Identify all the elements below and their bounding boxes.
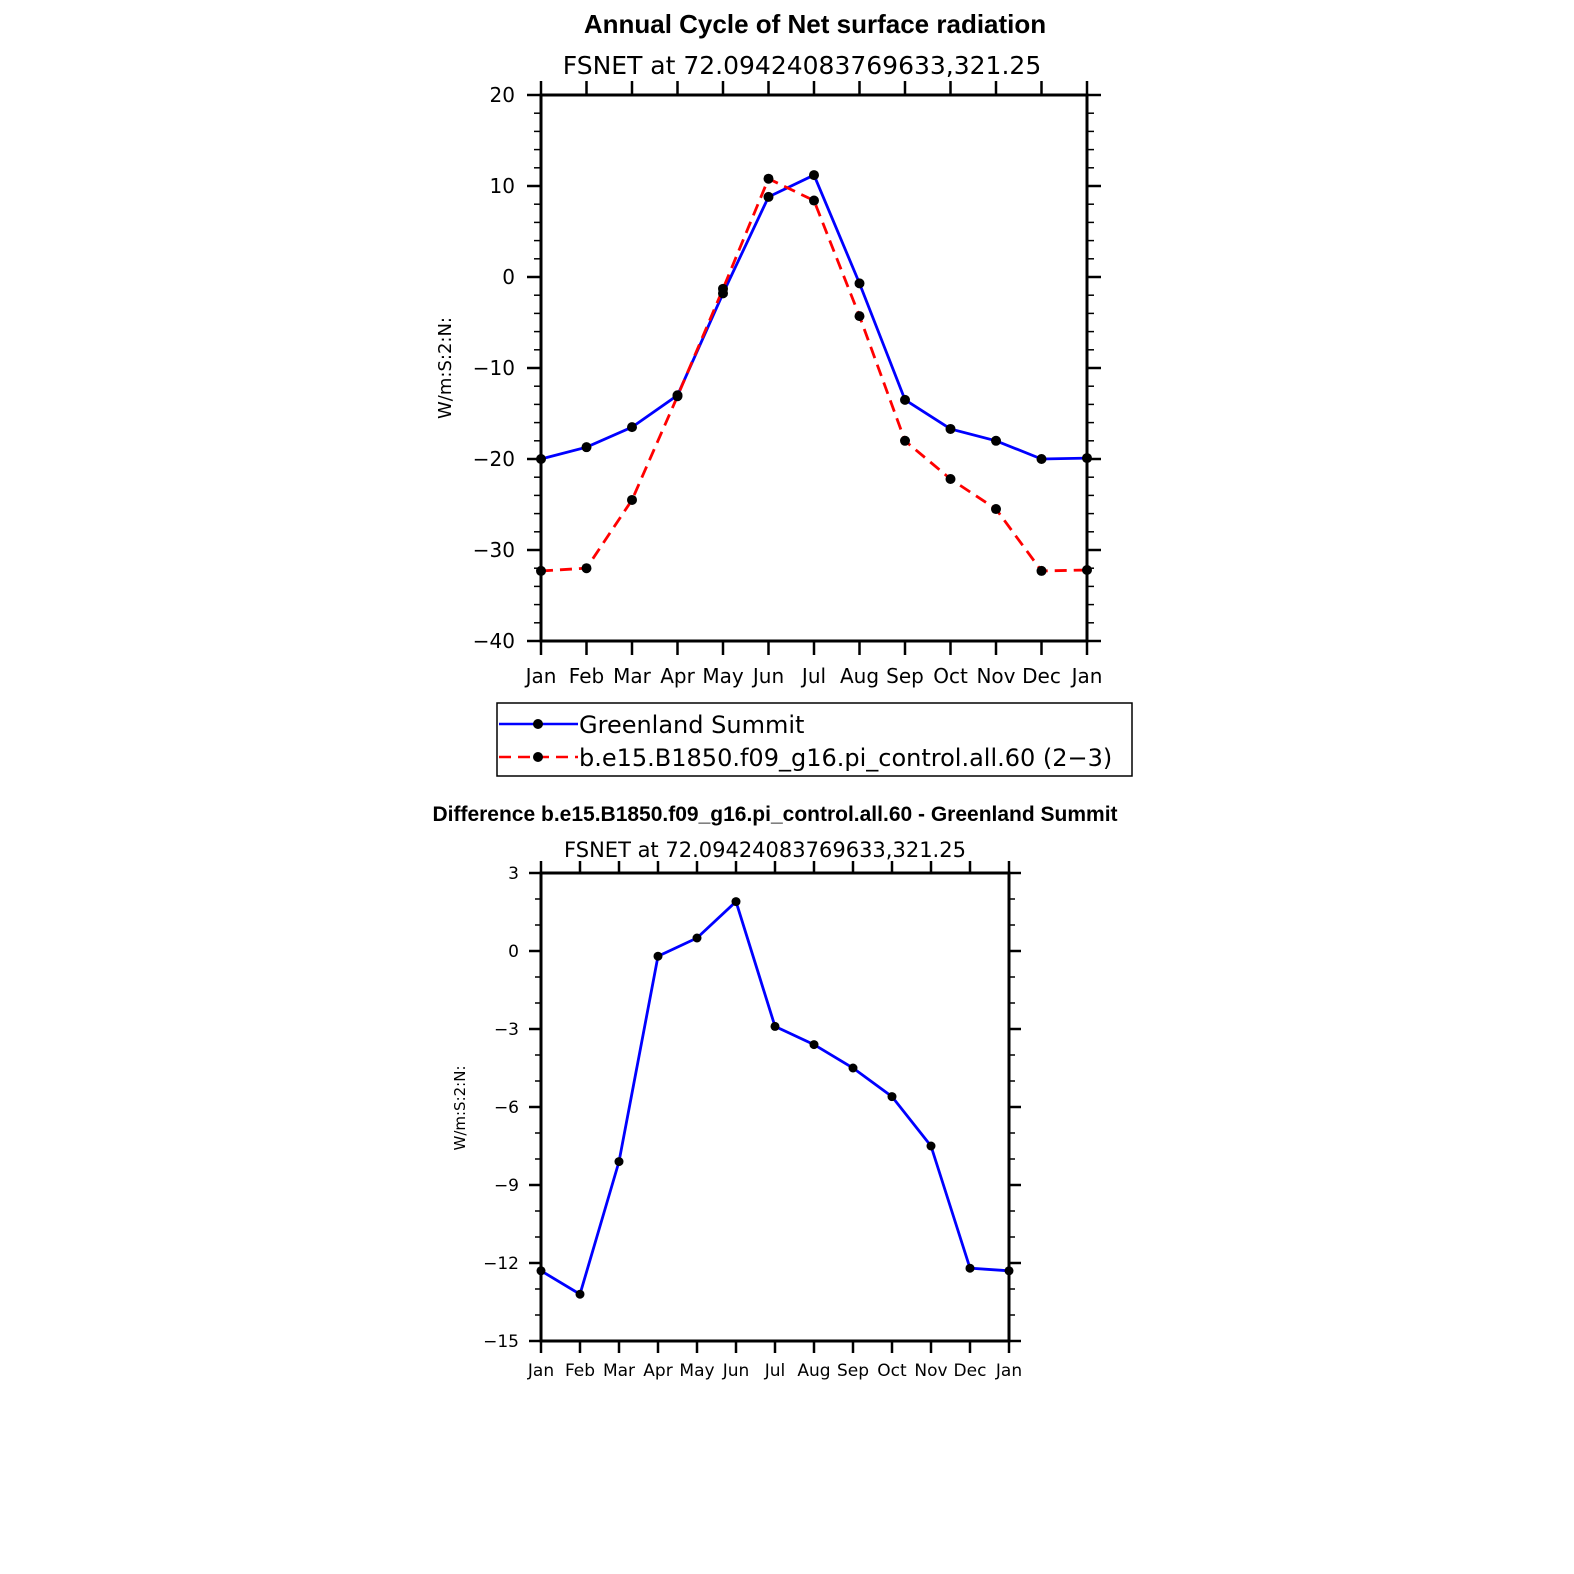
y-axis-label: W/m:S:2:N: xyxy=(435,317,456,419)
x-tick-label: Jan xyxy=(524,664,557,688)
series-line-primary xyxy=(540,899,1010,1297)
x-tick-label: Sep xyxy=(886,664,924,688)
x-tick-label: Dec xyxy=(954,1361,987,1381)
x-tick-label: Mar xyxy=(613,664,652,688)
data-point xyxy=(809,1040,819,1050)
y-tick-label: 0 xyxy=(502,265,515,289)
x-tick-label: Jan xyxy=(527,1361,554,1381)
x-tick-label: Jan xyxy=(995,1361,1022,1381)
chart-title: Annual Cycle of Net surface radiation xyxy=(584,9,1046,39)
data-point xyxy=(1036,454,1047,464)
data-point xyxy=(854,311,865,322)
data-point xyxy=(1036,565,1047,576)
data-point xyxy=(887,1092,897,1102)
x-tick-label: Jun xyxy=(722,1361,750,1381)
x-tick-label: Mar xyxy=(603,1361,635,1381)
x-tick-label: Jul xyxy=(764,1361,786,1381)
legend-box xyxy=(496,702,1133,777)
y-tick-label: −15 xyxy=(483,1332,519,1352)
difference-panel: Difference b.e15.B1850.f09_g16.pi_contro… xyxy=(432,803,1117,1381)
x-tick-label: May xyxy=(702,664,744,688)
data-point xyxy=(809,170,819,181)
x-tick-label: Aug xyxy=(840,664,879,688)
y-tick-label: −20 xyxy=(473,447,515,471)
data-point xyxy=(581,442,592,453)
data-point xyxy=(926,1141,936,1151)
x-tick-label: Oct xyxy=(933,664,968,688)
y-tick-label: −40 xyxy=(473,629,515,653)
difference-title: Difference b.e15.B1850.f09_g16.pi_contro… xyxy=(432,803,1117,826)
data-point xyxy=(945,423,956,434)
data-point xyxy=(900,435,910,446)
data-point xyxy=(770,1021,780,1031)
x-tick-label: Feb xyxy=(565,1361,595,1381)
data-point xyxy=(653,951,663,961)
x-tick-label: Feb xyxy=(569,664,604,688)
legend-marker-greenland-summit xyxy=(533,719,543,729)
data-point xyxy=(575,1289,585,1299)
data-point xyxy=(614,1157,624,1167)
x-tick-label: May xyxy=(679,1361,714,1381)
x-tick-label: Dec xyxy=(1022,664,1061,688)
data-point xyxy=(965,1263,975,1273)
data-point xyxy=(731,897,741,907)
data-point xyxy=(718,283,728,294)
legend-label-model-run: b.e15.B1850.f09_g16.pi_control.all.60 (2… xyxy=(579,744,1112,772)
series-line-secondary xyxy=(540,176,1088,573)
data-point xyxy=(900,394,910,405)
data-point xyxy=(627,422,637,433)
data-point xyxy=(848,1063,858,1073)
data-point xyxy=(945,474,956,485)
x-tick-label: Nov xyxy=(914,1361,947,1381)
data-point xyxy=(581,563,592,574)
y-tick-label: −10 xyxy=(473,356,515,380)
y-tick-label: −9 xyxy=(494,1176,519,1196)
chart-subtitle: FSNET at 72.09424083769633,321.25 xyxy=(563,51,1041,80)
y-tick-label: 3 xyxy=(508,864,519,884)
x-tick-label: Jul xyxy=(800,664,826,688)
data-point xyxy=(692,933,702,943)
data-point xyxy=(627,494,637,505)
series-line-primary xyxy=(540,173,1088,461)
x-tick-label: Sep xyxy=(837,1361,869,1381)
x-tick-label: Jan xyxy=(1070,664,1103,688)
data-point xyxy=(854,278,865,289)
x-tick-label: Apr xyxy=(643,1361,672,1381)
y-tick-label: 20 xyxy=(490,83,515,107)
annual-cycle-panel: Annual Cycle of Net surface radiation FS… xyxy=(435,9,1102,688)
data-point xyxy=(809,195,819,206)
y-tick-label: 0 xyxy=(508,942,519,962)
data-point xyxy=(991,504,1001,515)
y-tick-label: −3 xyxy=(494,1020,519,1040)
difference-subtitle: FSNET at 72.09424083769633,321.25 xyxy=(564,838,966,862)
x-tick-label: Aug xyxy=(797,1361,830,1381)
x-tick-label: Nov xyxy=(976,664,1015,688)
data-point xyxy=(763,173,774,184)
difference-y-axis-label: W/m:S:2:N: xyxy=(451,1066,469,1151)
x-tick-label: Apr xyxy=(660,664,695,688)
data-point xyxy=(763,191,774,202)
legend-marker-model-run xyxy=(533,752,543,762)
difference-plot-frame xyxy=(539,871,1011,1343)
y-tick-label: −30 xyxy=(473,538,515,562)
data-point xyxy=(991,435,1001,446)
data-point xyxy=(672,391,683,402)
x-tick-label: Oct xyxy=(877,1361,907,1381)
x-tick-label: Jun xyxy=(751,664,784,688)
y-tick-label: −12 xyxy=(483,1254,519,1274)
y-tick-label: −6 xyxy=(494,1098,519,1118)
legend: Greenland Summit b.e15.B1850.f09_g16.pi_… xyxy=(496,702,1133,777)
legend-label-greenland-summit: Greenland Summit xyxy=(579,711,804,739)
y-tick-label: 10 xyxy=(490,174,515,198)
